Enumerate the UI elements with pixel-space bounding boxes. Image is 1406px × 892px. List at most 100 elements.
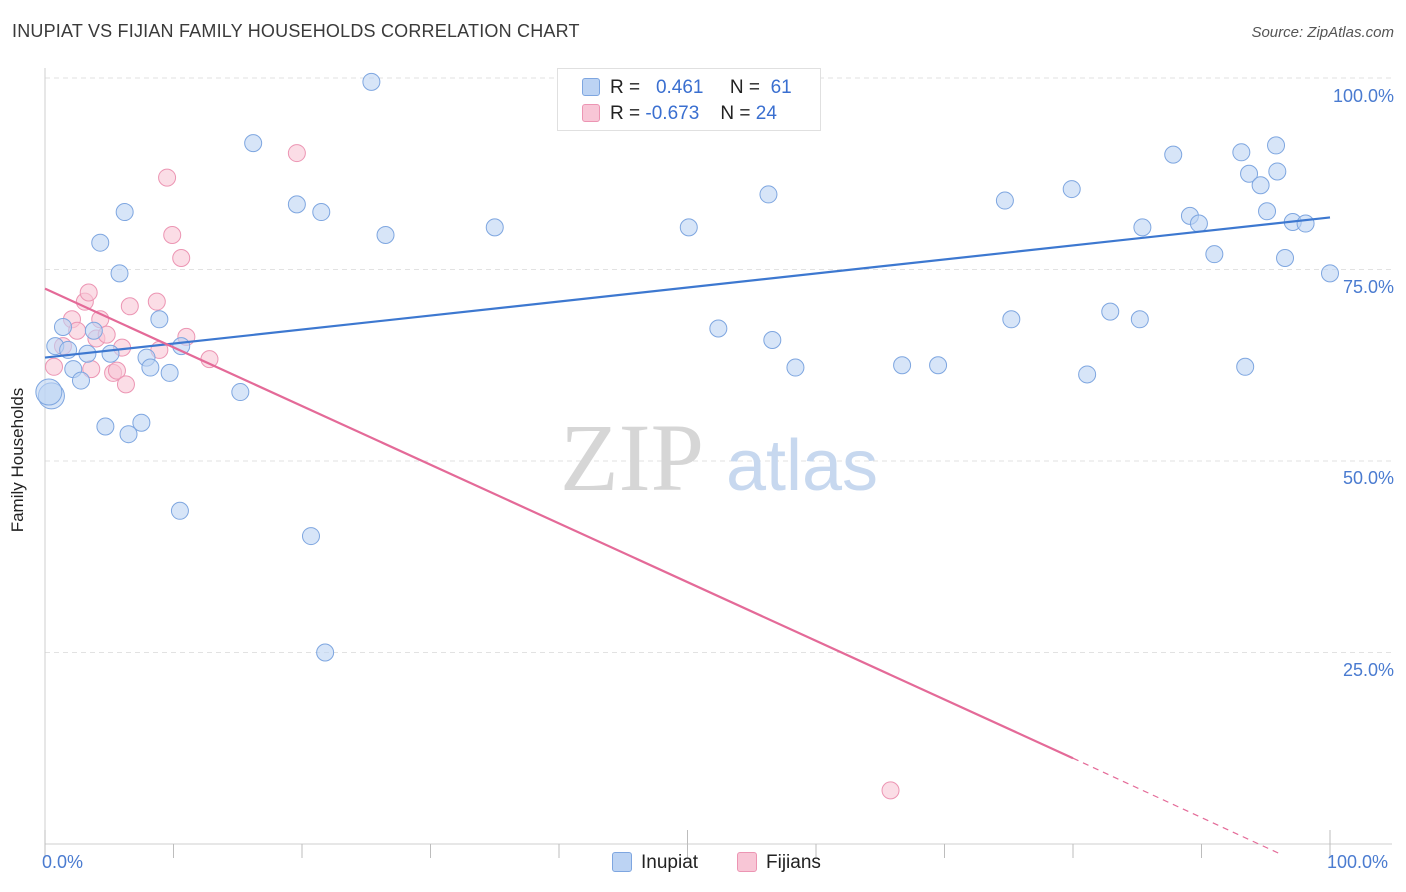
y-tick-label: 75.0% <box>1342 277 1394 297</box>
inupiat-point[interactable] <box>1133 218 1152 237</box>
fijians-trend-extension <box>1072 757 1279 854</box>
inupiat-point[interactable] <box>1078 365 1097 384</box>
x-tick-label: 0.0% <box>42 852 84 872</box>
gridlines <box>45 77 1392 653</box>
inupiat-point[interactable] <box>231 383 250 402</box>
inupiat-point[interactable] <box>929 356 948 375</box>
inupiat-point[interactable] <box>1258 202 1277 221</box>
fijians-trend-line <box>44 287 1074 760</box>
stats-row-inupiat: R = 0.461 N = 61 <box>582 77 792 99</box>
inupiat-point[interactable] <box>244 134 263 153</box>
n-label: N = <box>720 103 751 124</box>
inupiat-point[interactable] <box>679 218 698 237</box>
y-tick-label: 100.0% <box>1332 86 1394 106</box>
inupiat-point[interactable] <box>1232 143 1251 162</box>
stats-box: R = 0.461 N = 61 R = -0.673 N = 24 <box>557 68 821 131</box>
r-value: -0.673 <box>645 103 700 124</box>
r-label: R = <box>610 103 641 124</box>
inupiat-point[interactable] <box>1268 162 1287 181</box>
inupiat-point[interactable] <box>119 425 138 444</box>
fijians-point[interactable] <box>116 375 135 394</box>
fijians-point[interactable] <box>287 144 306 163</box>
watermark-zip: ZIP <box>560 404 704 511</box>
inupiat-point[interactable] <box>312 203 331 222</box>
inupiat-point[interactable] <box>1002 310 1021 329</box>
inupiat-point[interactable] <box>1321 264 1339 283</box>
inupiat-point[interactable] <box>376 226 395 245</box>
fijians-point[interactable] <box>158 168 177 187</box>
inupiat-point[interactable] <box>301 527 320 546</box>
inupiat-point[interactable] <box>96 417 115 436</box>
inupiat-point[interactable] <box>1236 357 1255 376</box>
inupiat-point[interactable] <box>759 185 778 204</box>
inupiat-point[interactable] <box>763 330 782 349</box>
fijians-point[interactable] <box>79 283 98 302</box>
inupiat-point[interactable] <box>1164 145 1183 164</box>
inupiat-point[interactable] <box>287 195 306 214</box>
inupiat-point[interactable] <box>53 317 72 336</box>
inupiat-point[interactable] <box>1130 310 1149 329</box>
inupiat-point[interactable] <box>115 203 134 222</box>
inupiat-point[interactable] <box>91 233 110 252</box>
fijians-point[interactable] <box>881 781 900 800</box>
inupiat-point[interactable] <box>101 344 120 363</box>
inupiat-point[interactable] <box>71 371 90 390</box>
legend-label: Inupiat <box>641 852 699 873</box>
inupiat-point[interactable] <box>709 319 728 338</box>
inupiat-point[interactable] <box>1251 176 1270 195</box>
fijians-point[interactable] <box>200 350 219 369</box>
inupiat-point[interactable] <box>1240 164 1259 183</box>
inupiat-trend-line <box>44 216 1331 359</box>
fijians-point[interactable] <box>172 249 191 268</box>
inupiat-point[interactable] <box>150 310 169 329</box>
fijians-point[interactable] <box>163 226 182 245</box>
inupiat-point[interactable] <box>1189 214 1208 233</box>
inupiat-point[interactable] <box>84 321 103 340</box>
legend-label: Fijians <box>766 852 821 873</box>
r-value: 0.461 <box>655 77 704 98</box>
inupiat-point[interactable] <box>1205 245 1224 264</box>
inupiat-point[interactable] <box>35 378 63 406</box>
inupiat-point[interactable] <box>141 358 160 377</box>
inupiat-point[interactable] <box>160 363 179 382</box>
fijians-point[interactable] <box>147 292 166 311</box>
watermark: ZIP atlas <box>560 404 878 511</box>
n-value: 24 <box>755 103 777 124</box>
inupiat-point[interactable] <box>1062 180 1081 199</box>
trend-lines <box>44 216 1331 854</box>
legend-item-inupiat[interactable]: Inupiat <box>612 852 698 874</box>
inupiat-point[interactable] <box>995 191 1014 210</box>
inupiat-point[interactable] <box>170 501 189 520</box>
n-label: N = <box>729 77 761 98</box>
fijians-point[interactable] <box>44 357 63 376</box>
inupiat-point[interactable] <box>1296 214 1315 233</box>
inupiat-legend-swatch <box>612 852 632 872</box>
x-tick-label: 100.0% <box>1327 852 1389 872</box>
r-label: R = <box>610 77 641 98</box>
inupiat-point[interactable] <box>893 356 912 375</box>
inupiat-point[interactable] <box>1267 136 1286 155</box>
inupiat-point[interactable] <box>1101 302 1120 321</box>
axes <box>44 68 1392 858</box>
chart-title: INUPIAT VS FIJIAN FAMILY HOUSEHOLDS CORR… <box>12 21 580 41</box>
inupiat-swatch <box>582 78 600 96</box>
inupiat-point[interactable] <box>1276 249 1295 268</box>
inupiat-point[interactable] <box>132 413 151 432</box>
inupiat-point[interactable] <box>110 264 129 283</box>
fijians-legend-swatch <box>737 852 757 872</box>
source-label: Source: ZipAtlas.com <box>1251 24 1394 41</box>
fijians-point[interactable] <box>120 297 139 316</box>
stats-row-fijians: R = -0.673 N = 24 <box>582 103 777 125</box>
fijians-point[interactable] <box>107 361 126 380</box>
y-tick-label: 50.0% <box>1342 468 1394 488</box>
inupiat-point[interactable] <box>786 358 805 377</box>
n-value: 61 <box>770 77 792 98</box>
legend-item-fijians[interactable]: Fijians <box>737 852 821 874</box>
inupiat-point[interactable] <box>362 72 381 91</box>
inupiat-point[interactable] <box>485 218 504 237</box>
inupiat-point[interactable] <box>316 643 335 662</box>
y-tick-label: 25.0% <box>1342 660 1394 680</box>
fijians-swatch <box>582 104 600 122</box>
inupiat-points <box>35 69 1339 662</box>
